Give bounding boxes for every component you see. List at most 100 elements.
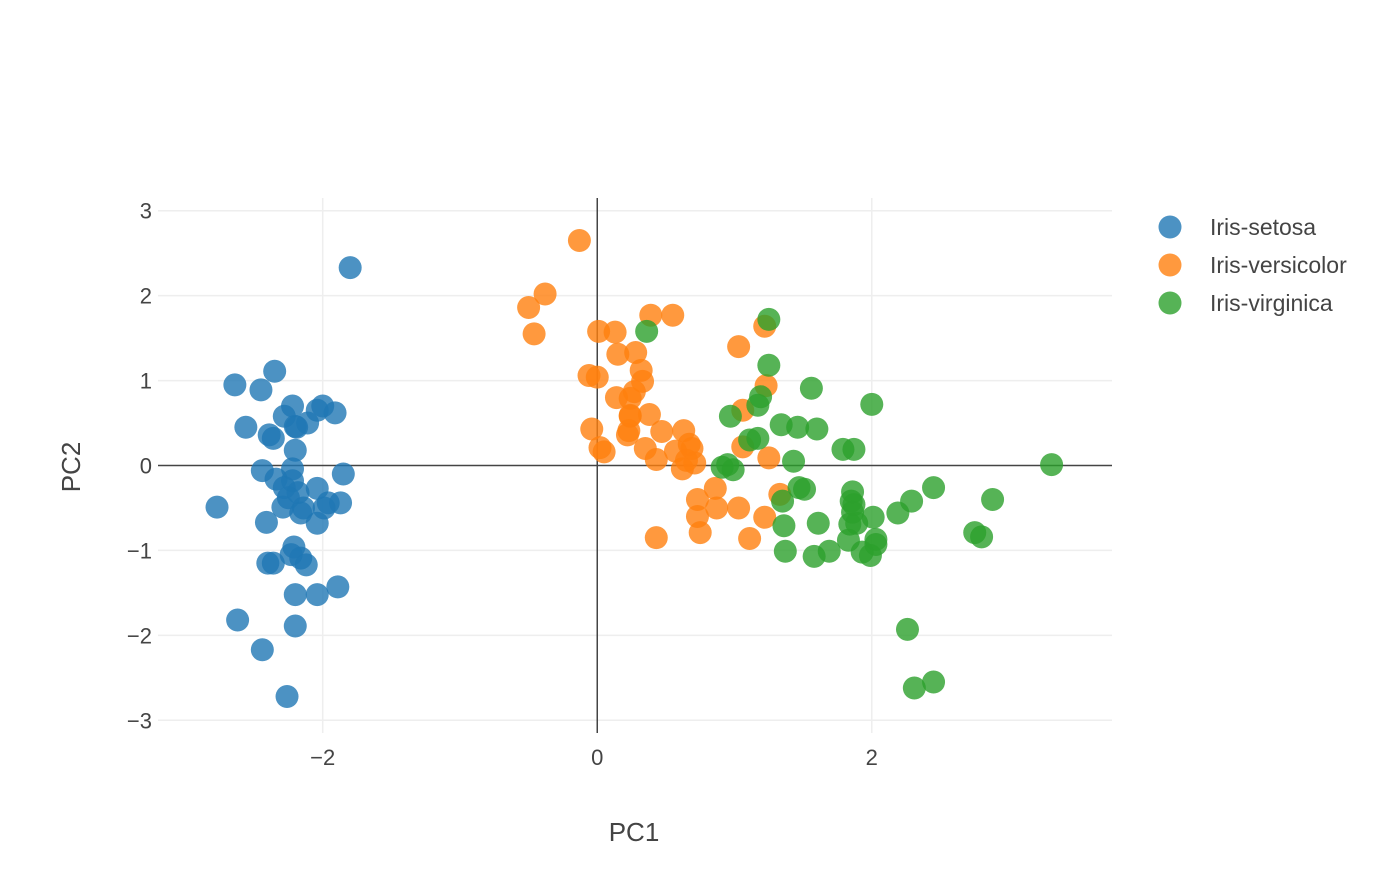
- data-point: [606, 342, 630, 366]
- series-iris-virginica: [635, 307, 1064, 700]
- legend-marker: [1158, 253, 1182, 277]
- data-point: [746, 393, 770, 417]
- data-point: [845, 511, 869, 535]
- data-point: [275, 684, 299, 708]
- y-tick-label: 1: [140, 369, 152, 394]
- data-point: [331, 462, 355, 486]
- data-point: [615, 423, 639, 447]
- data-point: [757, 446, 781, 470]
- data-point: [703, 476, 727, 500]
- y-tick-label: −3: [127, 708, 152, 733]
- data-point: [283, 614, 307, 638]
- tick-labels: −3 −2 −1 0 1 2 3 −2 0 2: [127, 199, 878, 770]
- legend-marker: [1158, 215, 1182, 239]
- data-point: [782, 449, 806, 473]
- data-point: [618, 386, 642, 410]
- data-point: [786, 415, 810, 439]
- legend-label: Iris-setosa: [1210, 214, 1316, 240]
- data-point: [644, 448, 668, 472]
- data-point: [323, 401, 347, 425]
- data-point: [688, 521, 712, 545]
- data-point: [858, 544, 882, 568]
- x-tick-label: 2: [866, 745, 878, 770]
- data-point: [802, 544, 826, 568]
- data-point: [970, 525, 994, 549]
- data-point: [256, 551, 280, 575]
- data-point: [205, 495, 229, 519]
- data-point: [793, 477, 817, 501]
- data-point: [533, 282, 557, 306]
- series-iris-versicolor: [517, 228, 792, 551]
- data-point: [294, 553, 318, 577]
- legend-item[interactable]: Iris-versicolor: [1158, 252, 1348, 278]
- data-point: [567, 228, 591, 252]
- data-point: [721, 458, 745, 482]
- legend-item[interactable]: Iris-setosa: [1158, 214, 1317, 240]
- data-point: [234, 415, 258, 439]
- data-point: [283, 438, 307, 462]
- data-point: [289, 501, 313, 525]
- data-point: [1040, 453, 1064, 477]
- x-axis-title: PC1: [609, 817, 660, 847]
- y-tick-label: 0: [140, 454, 152, 479]
- grid-lines: [158, 198, 1112, 733]
- data-point: [603, 320, 627, 344]
- zero-lines: [158, 198, 1112, 733]
- data-point: [685, 487, 709, 511]
- data-point: [254, 510, 278, 534]
- data-point: [250, 638, 274, 662]
- data-point: [305, 511, 329, 535]
- data-point: [981, 487, 1005, 511]
- y-tick-label: −2: [127, 623, 152, 648]
- data-point: [895, 617, 919, 641]
- data-point: [718, 404, 742, 428]
- data-point: [522, 322, 546, 346]
- data-point: [650, 420, 674, 444]
- data-point: [305, 583, 329, 607]
- data-point: [799, 376, 823, 400]
- legend-label: Iris-virginica: [1210, 290, 1333, 316]
- data-point: [753, 505, 777, 529]
- data-point: [738, 527, 762, 551]
- data-point: [771, 489, 795, 513]
- y-axis-title: PC2: [56, 442, 86, 493]
- legend[interactable]: Iris-setosa Iris-versicolor Iris-virginica: [1158, 214, 1348, 316]
- data-point: [249, 378, 273, 402]
- data-point: [261, 426, 285, 450]
- data-point: [637, 403, 661, 427]
- data-point: [727, 496, 751, 520]
- data-point: [338, 256, 362, 280]
- data-point: [283, 583, 307, 607]
- data-point: [670, 457, 694, 481]
- data-point: [624, 341, 648, 365]
- data-point: [271, 495, 295, 519]
- data-point: [746, 426, 770, 450]
- data-point: [263, 359, 287, 383]
- data-points: [205, 228, 1064, 708]
- data-point: [922, 476, 946, 500]
- data-point: [705, 496, 729, 520]
- data-point: [635, 319, 659, 343]
- data-point: [644, 526, 668, 550]
- data-point: [517, 296, 541, 320]
- data-point: [902, 676, 926, 700]
- x-tick-label: −2: [310, 745, 335, 770]
- data-point: [805, 417, 829, 441]
- legend-item[interactable]: Iris-virginica: [1158, 290, 1333, 316]
- data-point: [922, 670, 946, 694]
- data-point: [842, 437, 866, 461]
- data-point: [592, 440, 616, 464]
- data-point: [860, 392, 884, 416]
- data-point: [773, 539, 797, 563]
- data-point: [580, 417, 604, 441]
- data-point: [661, 303, 685, 327]
- y-tick-label: 2: [140, 284, 152, 309]
- data-point: [226, 608, 250, 632]
- data-point: [326, 575, 350, 599]
- y-tick-label: −1: [127, 538, 152, 563]
- data-point: [585, 365, 609, 389]
- data-point: [727, 335, 751, 359]
- data-point: [806, 511, 830, 535]
- x-tick-label: 0: [591, 745, 603, 770]
